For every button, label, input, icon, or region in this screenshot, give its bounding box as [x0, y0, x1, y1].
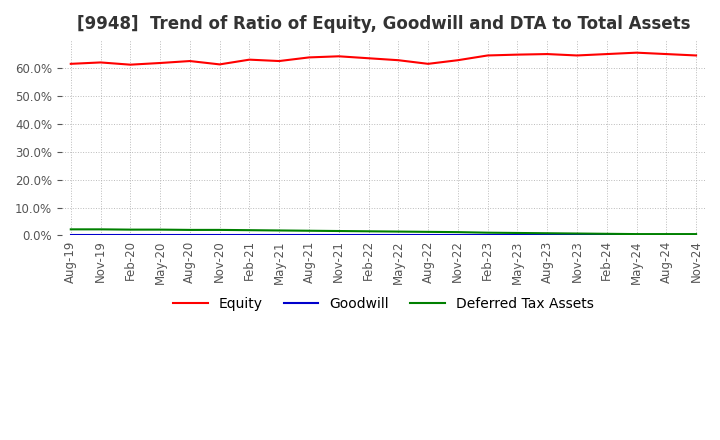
Goodwill [632, 233, 641, 238]
Equity [245, 57, 253, 62]
Deferred Tax Assets [692, 231, 701, 237]
Deferred Tax Assets [543, 231, 552, 236]
Equity [483, 53, 492, 58]
Goodwill [156, 233, 164, 238]
Deferred Tax Assets [662, 231, 670, 237]
Goodwill [126, 233, 135, 238]
Equity [394, 58, 402, 63]
Deferred Tax Assets [513, 230, 522, 235]
Goodwill [603, 233, 611, 238]
Goodwill [543, 233, 552, 238]
Deferred Tax Assets [603, 231, 611, 236]
Equity [186, 59, 194, 64]
Deferred Tax Assets [632, 231, 641, 237]
Equity [692, 53, 701, 58]
Deferred Tax Assets [186, 227, 194, 233]
Deferred Tax Assets [245, 227, 253, 233]
Equity [364, 55, 373, 61]
Deferred Tax Assets [305, 228, 313, 233]
Deferred Tax Assets [424, 229, 433, 235]
Goodwill [186, 233, 194, 238]
Equity [335, 54, 343, 59]
Equity [305, 55, 313, 60]
Equity [66, 61, 75, 66]
Goodwill [305, 233, 313, 238]
Equity [275, 59, 284, 64]
Goodwill [424, 233, 433, 238]
Equity [662, 51, 670, 57]
Deferred Tax Assets [394, 229, 402, 234]
Equity [543, 51, 552, 57]
Equity [126, 62, 135, 67]
Equity [215, 62, 224, 67]
Line: Equity: Equity [71, 53, 696, 65]
Deferred Tax Assets [483, 230, 492, 235]
Equity [572, 53, 581, 58]
Goodwill [245, 233, 253, 238]
Goodwill [513, 233, 522, 238]
Goodwill [394, 233, 402, 238]
Goodwill [335, 233, 343, 238]
Equity [454, 58, 462, 63]
Equity [96, 60, 105, 65]
Goodwill [66, 233, 75, 238]
Goodwill [692, 233, 701, 238]
Deferred Tax Assets [126, 227, 135, 232]
Equity [603, 51, 611, 57]
Line: Deferred Tax Assets: Deferred Tax Assets [71, 229, 696, 234]
Equity [513, 52, 522, 57]
Goodwill [454, 233, 462, 238]
Equity [632, 50, 641, 55]
Deferred Tax Assets [364, 229, 373, 234]
Deferred Tax Assets [572, 231, 581, 236]
Deferred Tax Assets [335, 228, 343, 234]
Equity [424, 61, 433, 66]
Goodwill [275, 233, 284, 238]
Deferred Tax Assets [156, 227, 164, 232]
Deferred Tax Assets [454, 230, 462, 235]
Goodwill [215, 233, 224, 238]
Goodwill [483, 233, 492, 238]
Goodwill [364, 233, 373, 238]
Deferred Tax Assets [215, 227, 224, 233]
Legend: Equity, Goodwill, Deferred Tax Assets: Equity, Goodwill, Deferred Tax Assets [168, 291, 599, 316]
Title: [9948]  Trend of Ratio of Equity, Goodwill and DTA to Total Assets: [9948] Trend of Ratio of Equity, Goodwil… [76, 15, 690, 33]
Deferred Tax Assets [275, 228, 284, 233]
Goodwill [572, 233, 581, 238]
Goodwill [662, 233, 670, 238]
Deferred Tax Assets [96, 227, 105, 232]
Equity [156, 60, 164, 66]
Goodwill [96, 233, 105, 238]
Deferred Tax Assets [66, 227, 75, 232]
